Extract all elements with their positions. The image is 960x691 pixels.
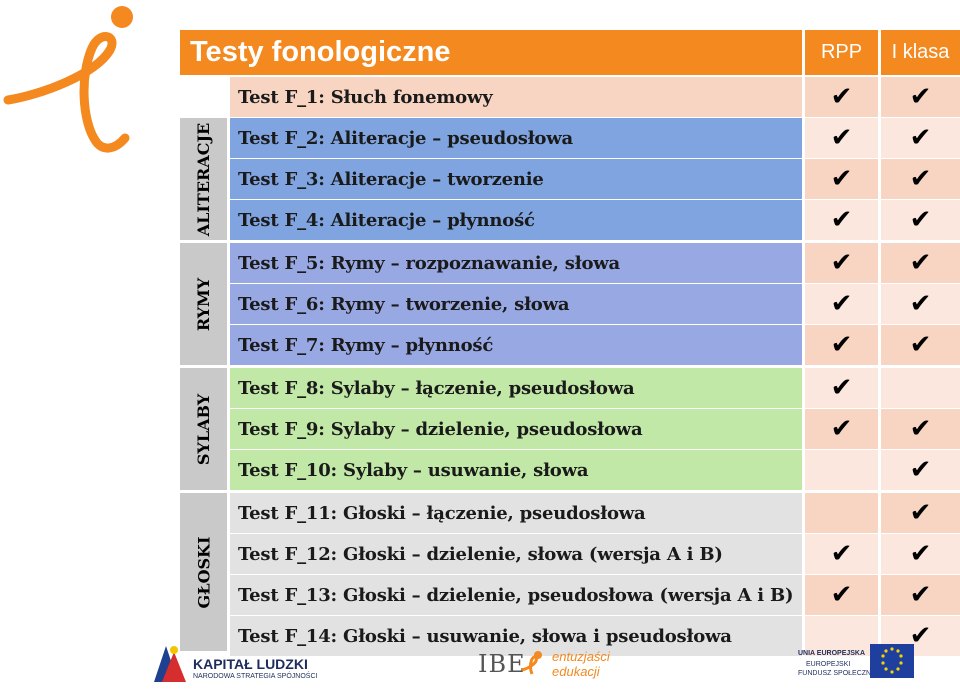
check-icon: ✔ bbox=[909, 498, 932, 528]
test-name: Test F_3: Aliteracje – tworzenie bbox=[230, 159, 802, 199]
check-icon: ✔ bbox=[909, 289, 932, 319]
klasa-cell bbox=[881, 368, 960, 408]
test-name: Test F_6: Rymy – tworzenie, słowa bbox=[230, 284, 802, 324]
check-icon: ✔ bbox=[909, 330, 932, 360]
check-icon: ✔ bbox=[909, 539, 932, 569]
check-icon: ✔ bbox=[830, 248, 853, 278]
klasa-cell: ✔ bbox=[881, 534, 960, 574]
group-rymy: RYMY bbox=[180, 243, 227, 365]
table-row: Test F_6: Rymy – tworzenie, słowa ✔ ✔ bbox=[180, 284, 960, 324]
test-name: Test F_12: Głoski – dzielenie, słowa (we… bbox=[230, 534, 802, 574]
rpp-cell: ✔ bbox=[805, 77, 878, 117]
klasa-cell: ✔ bbox=[881, 493, 960, 533]
klasa-cell: ✔ bbox=[881, 575, 960, 615]
klasa-cell: ✔ bbox=[881, 200, 960, 240]
rpp-cell: ✔ bbox=[805, 243, 878, 283]
check-icon: ✔ bbox=[909, 455, 932, 485]
table-row: Test F_9: Sylaby – dzielenie, pseudosłow… bbox=[180, 409, 960, 449]
check-icon: ✔ bbox=[909, 580, 932, 610]
ibe-text: IBE bbox=[478, 650, 526, 678]
entuzjasci-logo-icon bbox=[521, 651, 542, 675]
table-row: Test F_11: Głoski – łączenie, pseudosłow… bbox=[180, 493, 960, 533]
check-icon: ✔ bbox=[830, 539, 853, 569]
table-row: Test F_5: Rymy – rozpoznawanie, słowa ✔ … bbox=[180, 243, 960, 283]
rpp-cell: ✔ bbox=[805, 534, 878, 574]
test-name: Test F_4: Aliteracje – płynność bbox=[230, 200, 802, 240]
column-header-rpp: RPP bbox=[802, 30, 878, 75]
entuzjasci-text-1: entuzjaści bbox=[552, 649, 610, 664]
ue-text-1: UNIA EUROPEJSKA bbox=[798, 650, 866, 657]
check-icon: ✔ bbox=[909, 414, 932, 444]
check-icon: ✔ bbox=[830, 164, 853, 194]
group-gloski: GŁOSKI bbox=[180, 493, 227, 651]
klasa-cell: ✔ bbox=[881, 118, 960, 158]
check-icon: ✔ bbox=[830, 580, 853, 610]
rpp-cell: ✔ bbox=[805, 159, 878, 199]
rpp-cell bbox=[805, 493, 878, 533]
rpp-cell: ✔ bbox=[805, 368, 878, 408]
table-row: Test F_4: Aliteracje – płynność ✔ ✔ bbox=[180, 200, 960, 240]
check-icon: ✔ bbox=[830, 330, 853, 360]
ue-text-2: EUROPEJSKI bbox=[806, 661, 851, 668]
check-icon: ✔ bbox=[830, 123, 853, 153]
eu-flag-icon bbox=[870, 644, 914, 678]
test-name: Test F_7: Rymy – płynność bbox=[230, 325, 802, 365]
klasa-cell: ✔ bbox=[881, 159, 960, 199]
check-icon: ✔ bbox=[830, 205, 853, 235]
rpp-cell: ✔ bbox=[805, 325, 878, 365]
table-row: Test F_7: Rymy – płynność ✔ ✔ bbox=[180, 325, 960, 365]
rpp-cell bbox=[805, 450, 878, 490]
check-icon: ✔ bbox=[909, 123, 932, 153]
check-icon: ✔ bbox=[909, 621, 932, 651]
check-icon: ✔ bbox=[830, 373, 853, 403]
rpp-cell: ✔ bbox=[805, 118, 878, 158]
klasa-cell: ✔ bbox=[881, 325, 960, 365]
test-name: Test F_1: Słuch fonemowy bbox=[230, 77, 802, 117]
ibe-logo-figure bbox=[3, 6, 133, 153]
klasa-cell: ✔ bbox=[881, 77, 960, 117]
table-row: Test F_12: Głoski – dzielenie, słowa (we… bbox=[180, 534, 960, 574]
column-header-klasa: I klasa bbox=[878, 30, 960, 75]
check-icon: ✔ bbox=[909, 205, 932, 235]
group-sylaby: SYLABY bbox=[180, 368, 227, 490]
table-header: Testy fonologiczne RPP I klasa bbox=[180, 30, 960, 75]
test-name: Test F_13: Głoski – dzielenie, pseudosło… bbox=[230, 575, 802, 615]
rpp-cell: ✔ bbox=[805, 284, 878, 324]
test-name: Test F_2: Aliteracje – pseudosłowa bbox=[230, 118, 802, 158]
test-name: Test F_11: Głoski – łączenie, pseudosłow… bbox=[230, 493, 802, 533]
rpp-cell bbox=[805, 616, 878, 656]
table-row: Test F_3: Aliteracje – tworzenie ✔ ✔ bbox=[180, 159, 960, 199]
test-name: Test F_8: Sylaby – łączenie, pseudosłowa bbox=[230, 368, 802, 408]
page-title: Testy fonologiczne bbox=[180, 30, 802, 75]
rpp-cell: ✔ bbox=[805, 200, 878, 240]
test-name: Test F_9: Sylaby – dzielenie, pseudosłow… bbox=[230, 409, 802, 449]
footer-logos: KAPITAŁ LUDZKI NARODOWA STRATEGIA SPÓJNO… bbox=[0, 640, 960, 691]
test-name: Test F_10: Sylaby – usuwanie, słowa bbox=[230, 450, 802, 490]
check-icon: ✔ bbox=[909, 82, 932, 112]
kapital-ludzki-logo-icon bbox=[154, 646, 186, 682]
check-icon: ✔ bbox=[830, 289, 853, 319]
entuzjasci-text-2: edukacji bbox=[552, 664, 600, 679]
table-row: Test F_8: Sylaby – łączenie, pseudosłowa… bbox=[180, 368, 960, 408]
table-row: Test F_2: Aliteracje – pseudosłowa ✔ ✔ bbox=[180, 118, 960, 158]
rpp-cell: ✔ bbox=[805, 409, 878, 449]
klasa-cell: ✔ bbox=[881, 450, 960, 490]
check-icon: ✔ bbox=[830, 414, 853, 444]
check-icon: ✔ bbox=[830, 82, 853, 112]
table-row: Test F_13: Głoski – dzielenie, pseudosło… bbox=[180, 575, 960, 615]
group-aliteracje: ALITERACJE bbox=[180, 118, 227, 240]
check-icon: ✔ bbox=[909, 248, 932, 278]
table-row: Test F_1: Słuch fonemowy ✔ ✔ bbox=[180, 77, 960, 117]
kapital-ludzki-subtext: NARODOWA STRATEGIA SPÓJNOŚCI bbox=[193, 673, 318, 680]
rpp-cell: ✔ bbox=[805, 575, 878, 615]
kapital-ludzki-text: KAPITAŁ LUDZKI bbox=[193, 656, 308, 672]
table-row: Test F_10: Sylaby – usuwanie, słowa ✔ bbox=[180, 450, 960, 490]
test-name: Test F_14: Głoski – usuwanie, słowa i ps… bbox=[230, 616, 802, 656]
check-icon: ✔ bbox=[909, 164, 932, 194]
klasa-cell: ✔ bbox=[881, 284, 960, 324]
klasa-cell: ✔ bbox=[881, 409, 960, 449]
ue-text-3: FUNDUSZ SPOŁECZNY bbox=[798, 670, 876, 677]
test-name: Test F_5: Rymy – rozpoznawanie, słowa bbox=[230, 243, 802, 283]
klasa-cell: ✔ bbox=[881, 243, 960, 283]
